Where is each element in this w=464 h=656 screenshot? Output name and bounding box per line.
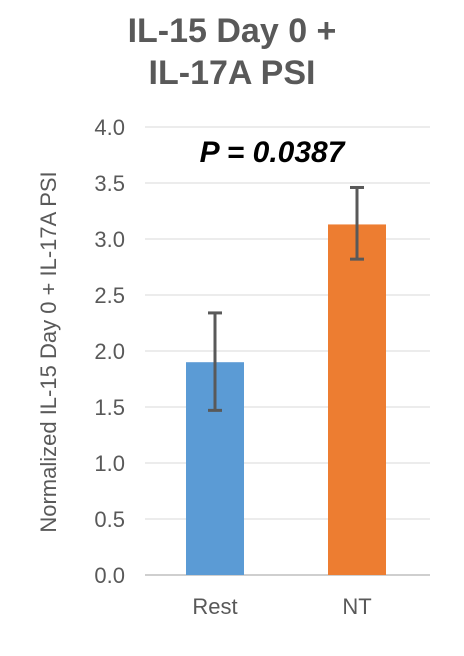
- y-tick-label: 4.0: [94, 115, 125, 140]
- error-bar: [208, 311, 222, 412]
- x-tick-label: NT: [342, 594, 371, 619]
- y-tick-labels: 0.0 0.5 1.0 1.5 2.0 2.5 3.0 3.5 4.0: [94, 115, 125, 588]
- y-axis-label: Normalized IL-15 Day 0 + IL-17A PSI: [36, 171, 61, 532]
- y-tick-label: 3.0: [94, 227, 125, 252]
- y-tick-label: 2.5: [94, 283, 125, 308]
- y-tick-label: 1.0: [94, 451, 125, 476]
- bar-nt: [328, 224, 386, 575]
- y-tick-label: 0.0: [94, 563, 125, 588]
- error-bar: [350, 185, 364, 261]
- error-bars: [208, 185, 364, 412]
- y-tick-label: 3.5: [94, 171, 125, 196]
- y-tick-label: 2.0: [94, 339, 125, 364]
- p-value-annotation: P = 0.0387: [200, 136, 346, 169]
- y-tick-label: 0.5: [94, 507, 125, 532]
- chart-title-line-1: IL-15 Day 0 +: [127, 12, 337, 50]
- chart-title-line-2: IL-17A PSI: [148, 54, 316, 92]
- x-tick-labels: Rest NT: [192, 594, 371, 619]
- y-tick-label: 1.5: [94, 395, 125, 420]
- x-tick-label: Rest: [192, 594, 237, 619]
